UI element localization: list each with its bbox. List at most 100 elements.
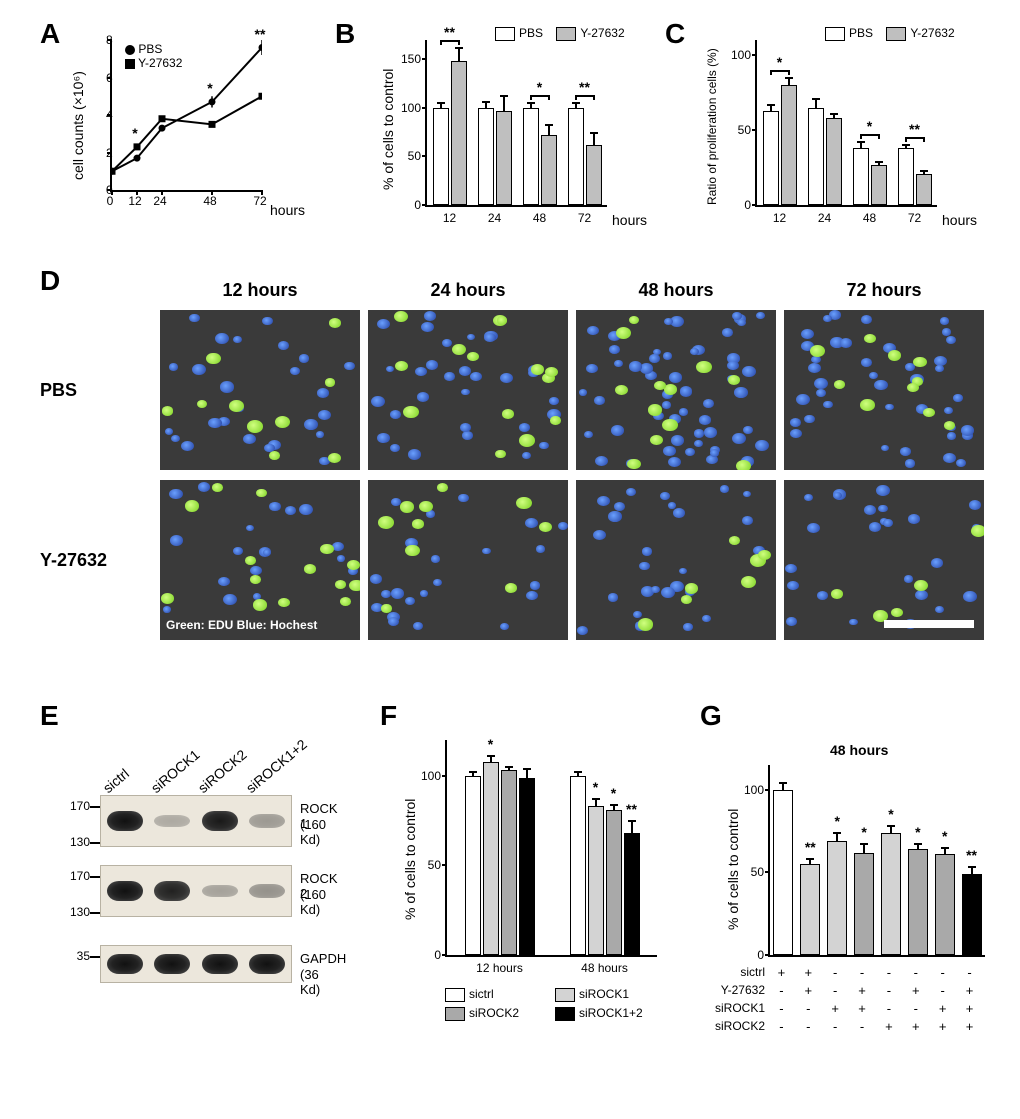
bar <box>827 841 847 955</box>
bar <box>568 108 584 205</box>
scale-bar <box>884 620 974 628</box>
sig-star: * <box>915 824 920 840</box>
bar <box>451 61 467 205</box>
condition-label: Y-27632 <box>710 983 765 997</box>
x-tick: 48 hours <box>581 961 628 975</box>
condition-symbol: - <box>833 965 837 980</box>
panel-c-legend-y: Y-27632 <box>910 26 954 40</box>
bar <box>908 849 928 955</box>
panel-label-a: A <box>40 18 60 50</box>
panel-a: cell counts (×10⁶) hours PBS Y-27632 024… <box>70 30 270 230</box>
bar <box>478 108 494 205</box>
panel-label-g: G <box>700 700 722 732</box>
condition-symbol: - <box>860 965 864 980</box>
lane-label: siROCK2 <box>195 746 250 796</box>
panel-f-ylabel: % of cells to control <box>402 799 418 920</box>
bar <box>586 145 602 205</box>
panel-b-ylabel: % of cells to control <box>380 69 396 190</box>
condition-label: sictrl <box>710 965 765 979</box>
bar <box>854 853 874 955</box>
mw-label: 170 <box>60 869 90 883</box>
sig-star: * <box>593 779 598 795</box>
bar <box>773 790 793 955</box>
condition-symbol: - <box>833 983 837 998</box>
col-header: 12 hours <box>222 280 297 301</box>
panel-c: 05010012*2448*72** Ratio of proliferatio… <box>710 30 980 240</box>
bar <box>763 111 779 206</box>
micrograph-grid: Green: EDU Blue: Hochest <box>160 310 984 640</box>
condition-symbol: + <box>858 983 866 998</box>
blot-mw: (160 Kd) <box>300 817 340 847</box>
condition-symbol: + <box>912 1019 920 1034</box>
micrograph <box>784 480 984 640</box>
lane-label: sictrl <box>100 765 132 796</box>
bar <box>871 165 887 206</box>
bar <box>808 108 824 206</box>
panel-e: sictrlsiROCK1siROCK2siROCK1+2170130ROCK … <box>40 705 340 1065</box>
sig-star: * <box>611 785 616 801</box>
col-header: 72 hours <box>846 280 921 301</box>
panel-g: 050100********* % of cells to control 48… <box>720 730 1000 1090</box>
panel-c-xlabel: hours <box>942 212 977 228</box>
bar <box>935 854 955 955</box>
mw-label: 35 <box>60 949 90 963</box>
condition-symbol: + <box>912 983 920 998</box>
sig-star: * <box>132 125 137 141</box>
micrograph <box>784 310 984 470</box>
panel-a-ylabel: cell counts (×10⁶) <box>70 71 86 180</box>
condition-symbol: + <box>939 1001 947 1016</box>
sig-star: * <box>888 806 893 822</box>
legend-pbs-label: PBS <box>138 42 162 56</box>
condition-symbol: - <box>914 1001 918 1016</box>
blot-strip <box>100 945 292 983</box>
panel-label-c: C <box>665 18 685 50</box>
panel-b: 05010015012**2448*72** % of cells to con… <box>380 30 630 240</box>
col-header: 48 hours <box>638 280 713 301</box>
condition-symbol: + <box>939 1019 947 1034</box>
sig-star: ** <box>966 847 977 863</box>
panel-c-axes: 05010012*2448*72** <box>755 40 937 207</box>
row-header: PBS <box>40 380 77 401</box>
bar <box>570 776 586 955</box>
legend-pbs: PBS <box>125 42 182 56</box>
panel-c-legend-pbs: PBS <box>849 26 873 40</box>
panel-f-legend: sictrl siROCK1 siROCK2 siROCK1+2 <box>445 985 665 1023</box>
panel-g-ylabel: % of cells to control <box>725 809 741 930</box>
panel-b-axes: 05010015012**2448*72** <box>425 40 607 207</box>
bar <box>588 806 604 955</box>
condition-symbol: - <box>779 1001 783 1016</box>
bar <box>523 108 539 205</box>
condition-symbol: - <box>914 965 918 980</box>
bar <box>541 135 557 205</box>
bar <box>501 770 517 955</box>
bar <box>781 85 797 205</box>
condition-symbol: - <box>833 1019 837 1034</box>
panel-g-axes: 050100********* <box>768 765 985 957</box>
sig-star: * <box>537 79 542 95</box>
micrograph <box>576 480 776 640</box>
bar <box>465 776 481 955</box>
micrograph <box>368 310 568 470</box>
blot-name: GAPDH <box>300 951 346 966</box>
sig-star: * <box>207 80 212 96</box>
condition-symbol: - <box>887 983 891 998</box>
blot-strip <box>100 795 292 847</box>
bar <box>916 174 932 206</box>
condition-symbol: + <box>805 965 813 980</box>
condition-symbol: - <box>887 965 891 980</box>
bar <box>962 874 982 955</box>
panel-a-legend: PBS Y-27632 <box>125 42 182 70</box>
bar <box>853 148 869 205</box>
row-header: Y-27632 <box>40 550 107 571</box>
col-header: 24 hours <box>430 280 505 301</box>
panel-g-title: 48 hours <box>830 742 888 758</box>
condition-symbol: - <box>779 983 783 998</box>
condition-symbol: + <box>966 1001 974 1016</box>
condition-label: siROCK2 <box>710 1019 765 1033</box>
sig-star: ** <box>255 26 266 42</box>
condition-symbol: + <box>831 1001 839 1016</box>
sig-star: * <box>834 813 839 829</box>
lane-label: siROCK1+2 <box>242 736 309 796</box>
bar <box>800 864 820 955</box>
stain-legend: Green: EDU Blue: Hochest <box>166 618 317 632</box>
